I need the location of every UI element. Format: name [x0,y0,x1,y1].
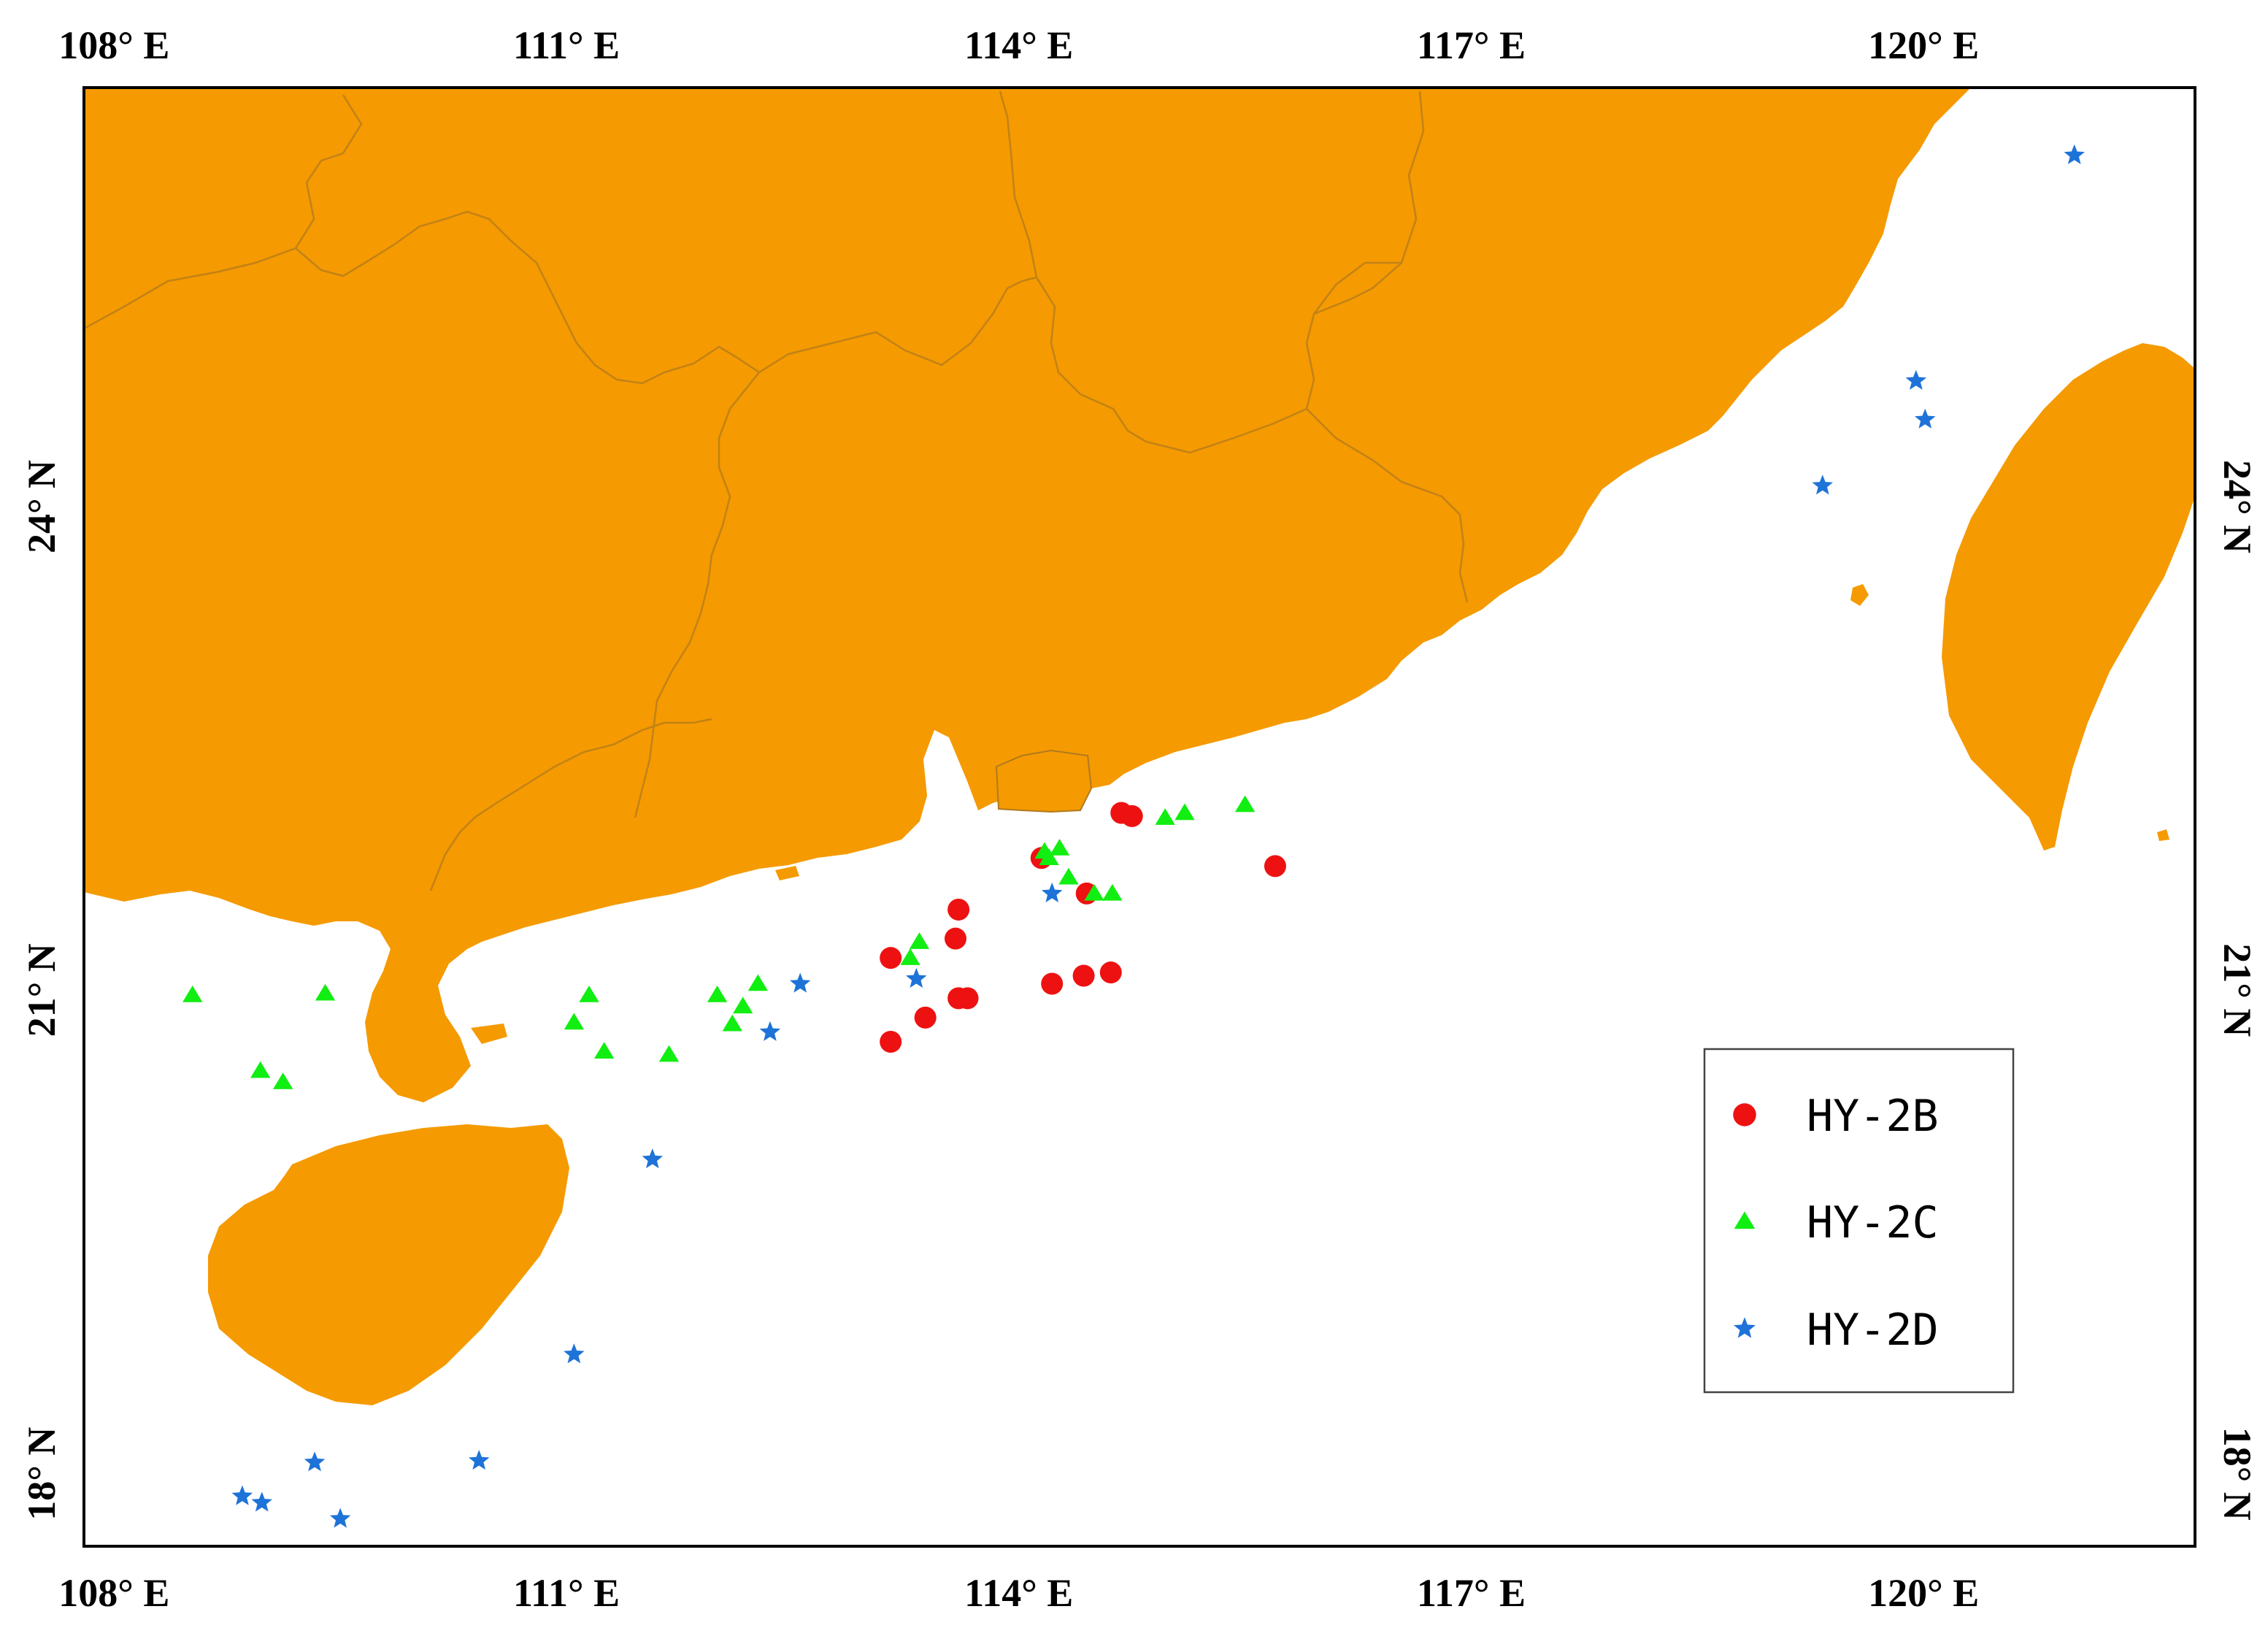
hy-2c-marker [579,985,599,1002]
hy-2c-marker [1058,867,1079,885]
hy-2d-marker [304,1451,326,1472]
province-boundary [1306,408,1469,603]
hy-2d-marker [1041,882,1063,902]
station-markers [182,144,2085,1528]
hy-2d-marker [2064,144,2085,164]
taiwan-island [1942,343,2195,851]
hy-2c-marker [900,948,920,965]
hy-2c-marker [1039,848,1059,866]
legend-label: HY-2B [1807,1091,1939,1142]
legend-label: HY-2D [1807,1305,1939,1356]
hy-2c-marker [658,1045,680,1062]
hy-2c-marker [1234,795,1256,813]
axis-tick-labels: 108° E 108° E 111° E 111° E 114° E 114° E 117°… [20,23,2259,1615]
x-tick-label-bottom: 111° E [513,1571,620,1615]
y-tick-label-right: 24° N [2215,460,2259,553]
province-boundary [1035,277,1373,454]
hy-2c-marker [733,997,753,1014]
y-tick-label-left: 18° N [20,1427,64,1521]
hy-2d-marker [231,1485,253,1505]
y-tick-label-right: 18° N [2215,1427,2259,1521]
x-tick-label-top: 120° E [1868,23,1979,67]
hy-2b-marker [880,1030,902,1053]
coastal-islet [471,1024,507,1044]
hy-2c-marker [250,1061,271,1078]
province-boundary [1313,261,1402,315]
coastal-islet [775,866,799,880]
x-tick-label-top: 111° E [513,23,620,67]
hy-2b-marker [944,927,966,950]
x-tick-label-top: 108° E [58,23,169,67]
hy-2c-marker [1102,883,1123,901]
hy-2d-marker [329,1508,351,1528]
x-tick-label-top: 114° E [964,23,1073,67]
legend-label: HY-2C [1807,1197,1939,1248]
hy-2c-marker [182,985,203,1002]
hy-2d-marker [642,1148,663,1169]
hy-2c-marker [1175,803,1195,821]
hy-2b-marker [880,947,902,969]
hy-2b-marker [1099,961,1122,984]
coastal-islet [2157,829,2169,841]
hy-2d-marker [1905,369,1927,390]
hy-2d-marker [564,1343,585,1364]
legend: HY-2B HY-2C HY-2D [1703,1048,2015,1394]
hainan-island [208,1124,569,1405]
x-tick-label-bottom: 108° E [58,1571,169,1615]
legend-entry-hy-2c: HY-2C [1734,1197,1939,1248]
province-boundary [84,94,363,330]
hy-2b-marker [1120,805,1143,827]
hy-2c-marker [315,983,336,1001]
land-layer [84,88,2195,1405]
hy-2d-marker [1915,408,1936,429]
hy-2c-marker [707,985,728,1002]
hy-2b-marker [914,1006,937,1029]
hy-2c-marker [594,1042,615,1059]
hy-2d-marker [789,972,811,993]
legend-entry-hy-2d: HY-2D [1734,1305,1939,1356]
hy-2c-marker [747,974,769,991]
hy-2c-marker [273,1072,293,1089]
province-boundary [295,210,760,385]
y-tick-label-left: 24° N [20,460,64,553]
hy-2c-marker [722,1014,742,1032]
hy-2d-marker [251,1491,272,1512]
hy-2b-marker [956,987,979,1010]
hy-2b-marker [1041,972,1064,995]
map-area [84,88,2195,1546]
legend-marker-hy-2b [1733,1103,1756,1126]
legend-entry-hy-2b: HY-2B [1733,1091,1939,1142]
hy-2c-marker [1049,839,1070,856]
hy-2c-marker [1155,808,1175,825]
legend-marker-hy-2d [1734,1317,1756,1338]
province-boundary [1372,91,1425,289]
x-tick-label-bottom: 120° E [1868,1571,1979,1615]
x-tick-label-bottom: 114° E [964,1571,1073,1615]
legend-box [1703,1048,2015,1394]
x-tick-label-bottom: 117° E [1417,1571,1526,1615]
legend-marker-hy-2c [1734,1211,1756,1229]
hy-2c-marker [564,1013,585,1030]
hong-kong-land [995,749,1093,813]
y-tick-label-left: 21° N [20,943,64,1037]
province-boundary [758,91,1038,374]
map-frame [82,86,2196,1548]
y-tick-label-right: 21° N [2215,943,2259,1037]
hy-2d-marker [1812,475,1833,495]
province-boundaries [84,91,1469,891]
hy-2d-marker [759,1021,781,1041]
hy-2c-marker [909,932,930,949]
province-boundary [634,372,760,818]
hy-2d-marker [469,1450,490,1470]
hy-2b-marker [1072,964,1095,987]
penghu-islands [1850,584,1869,606]
hy-2c-marker [1084,883,1104,901]
province-boundary [429,718,712,891]
hy-2b-marker [1264,855,1286,878]
x-tick-label-top: 117° E [1417,23,1526,67]
hy-2b-marker [947,898,970,921]
mainland-china-land [84,88,1971,1102]
hy-2d-marker [906,967,927,988]
